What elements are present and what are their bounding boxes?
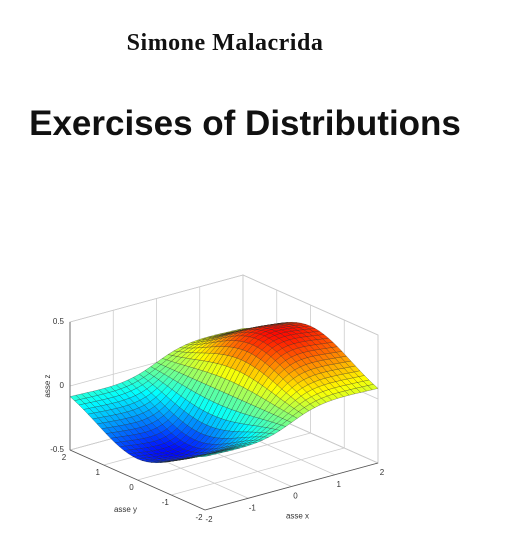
- surface-patch: [200, 455, 211, 457]
- z-tick-label: -0.5: [50, 445, 64, 454]
- z-axis-label: asse z: [43, 374, 52, 397]
- z-tick-label: 0: [60, 381, 65, 390]
- y-axis: [69, 449, 206, 511]
- y-tick-label: -1: [162, 498, 170, 507]
- grid-line: [137, 432, 311, 481]
- y-tick-label: 2: [62, 453, 67, 462]
- y-tick-label: 1: [96, 468, 101, 477]
- title: Exercises of Distributions: [29, 104, 461, 143]
- y-axis-label: asse y: [114, 505, 137, 514]
- z-tick-label: 0.5: [53, 317, 65, 326]
- y-tick-label: -2: [195, 513, 203, 522]
- x-tick-label: 1: [337, 480, 342, 489]
- x-tick-label: -1: [249, 503, 257, 512]
- x-axis-label: asse x: [286, 512, 309, 521]
- y-tick-label: 0: [129, 483, 134, 492]
- author: Simone Malacrida: [126, 30, 324, 56]
- x-tick-label: 2: [380, 468, 385, 477]
- x-axis: [204, 462, 379, 511]
- x-tick-label: -2: [205, 515, 213, 524]
- x-tick-label: 0: [293, 492, 298, 501]
